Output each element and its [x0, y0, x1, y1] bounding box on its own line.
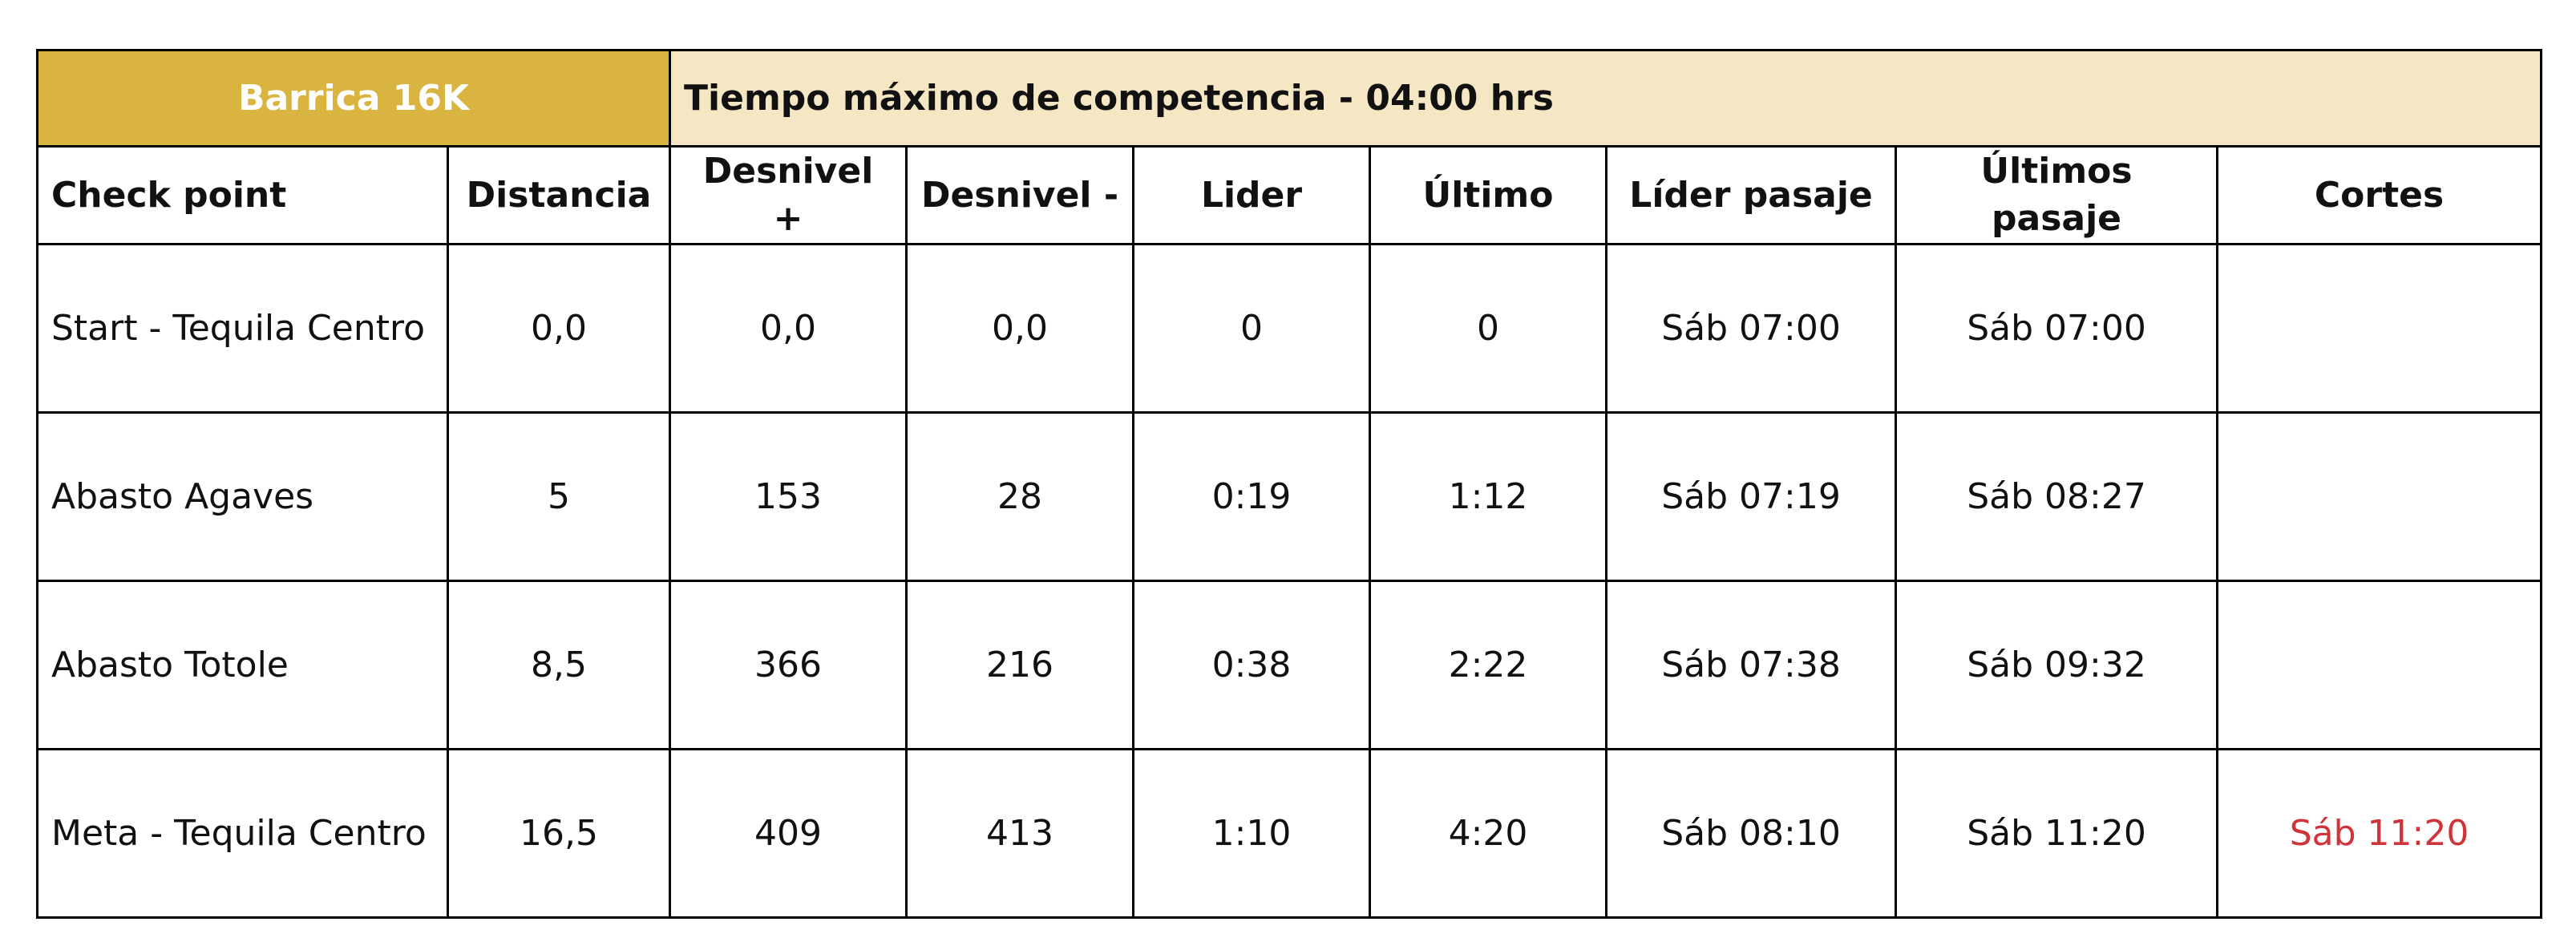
cell: 2:22: [1369, 579, 1608, 750]
column-header: Distancia: [446, 145, 672, 245]
cell: 0:19: [1132, 410, 1372, 582]
data-row: Abasto Agaves 5 153 28 0:19 1:12 Sáb 07:19 Sáb …: [36, 410, 2543, 582]
schedule-table: Barrica 16K Tiempo máximo de competencia…: [35, 49, 2543, 919]
empty-cell: [2216, 242, 2543, 414]
cell: Sáb 07:38: [1605, 579, 1898, 750]
empty-cell: [2216, 410, 2543, 582]
table-body: Barrica 16K Tiempo máximo de competencia…: [35, 49, 2543, 919]
cell: 153: [669, 410, 908, 582]
cell: Sáb 11:20: [2216, 747, 2543, 919]
empty-cell: [2216, 579, 2543, 750]
cell: 216: [905, 579, 1135, 750]
cell: Sáb 07:19: [1605, 410, 1898, 582]
cell: Sáb 08:27: [1895, 410, 2219, 582]
column-header: Lider: [1132, 145, 1372, 245]
cell: Abasto Totole: [36, 579, 449, 750]
cell: Meta - Tequila Centro: [36, 747, 449, 919]
cell: 413: [905, 747, 1135, 919]
column-header: Último: [1369, 145, 1608, 245]
data-row: Start - Tequila Centro 0,0 0,0 0,0 0 0 Sáb 07:…: [36, 242, 2543, 414]
cell: 16,5: [446, 747, 672, 919]
cell: 0: [1369, 242, 1608, 414]
column-header: Líder pasaje: [1605, 145, 1898, 245]
cell: Start - Tequila Centro: [36, 242, 449, 414]
cell: 28: [905, 410, 1135, 582]
cell: Sáb 11:20: [1895, 747, 2219, 919]
race-name: Barrica 16K: [35, 49, 672, 148]
data-row: Meta - Tequila Centro 16,5 409 413 1:10 4:20 S…: [36, 747, 2543, 919]
cell: 8,5: [446, 579, 672, 750]
column-header: Desnivel +: [669, 145, 908, 245]
cell: 5: [446, 410, 672, 582]
cell: 0:38: [1132, 579, 1372, 750]
data-row: Abasto Totole 8,5 366 216 0:38 2:22 Sáb 07:38 S…: [36, 579, 2543, 750]
column-header-row: Check point Distancia Desnivel + Desnivel -…: [36, 145, 2543, 245]
column-header: Últimos pasaje: [1895, 145, 2219, 245]
cell: 0,0: [905, 242, 1135, 414]
cell: 366: [669, 579, 908, 750]
column-header: Desnivel -: [905, 145, 1135, 245]
cell: 1:12: [1369, 410, 1608, 582]
time-limit: Tiempo máximo de competencia - 04:00 hrs: [669, 49, 2543, 148]
table-wrap: Barrica 16K Tiempo máximo de competencia…: [35, 49, 2543, 919]
cell: 409: [669, 747, 908, 919]
title-row: Barrica 16K Tiempo máximo de competencia…: [35, 49, 2543, 148]
cell: Abasto Agaves: [36, 410, 449, 582]
cell: 1:10: [1132, 747, 1372, 919]
column-header: Cortes: [2216, 145, 2543, 245]
cell: 0: [1132, 242, 1372, 414]
column-header: Check point: [36, 145, 449, 245]
cell: 0,0: [446, 242, 672, 414]
cell: Sáb 08:10: [1605, 747, 1898, 919]
cell: Sáb 09:32: [1895, 579, 2219, 750]
cell: Sáb 07:00: [1895, 242, 2219, 414]
cell: 0,0: [669, 242, 908, 414]
cell: 4:20: [1369, 747, 1608, 919]
cell: Sáb 07:00: [1605, 242, 1898, 414]
